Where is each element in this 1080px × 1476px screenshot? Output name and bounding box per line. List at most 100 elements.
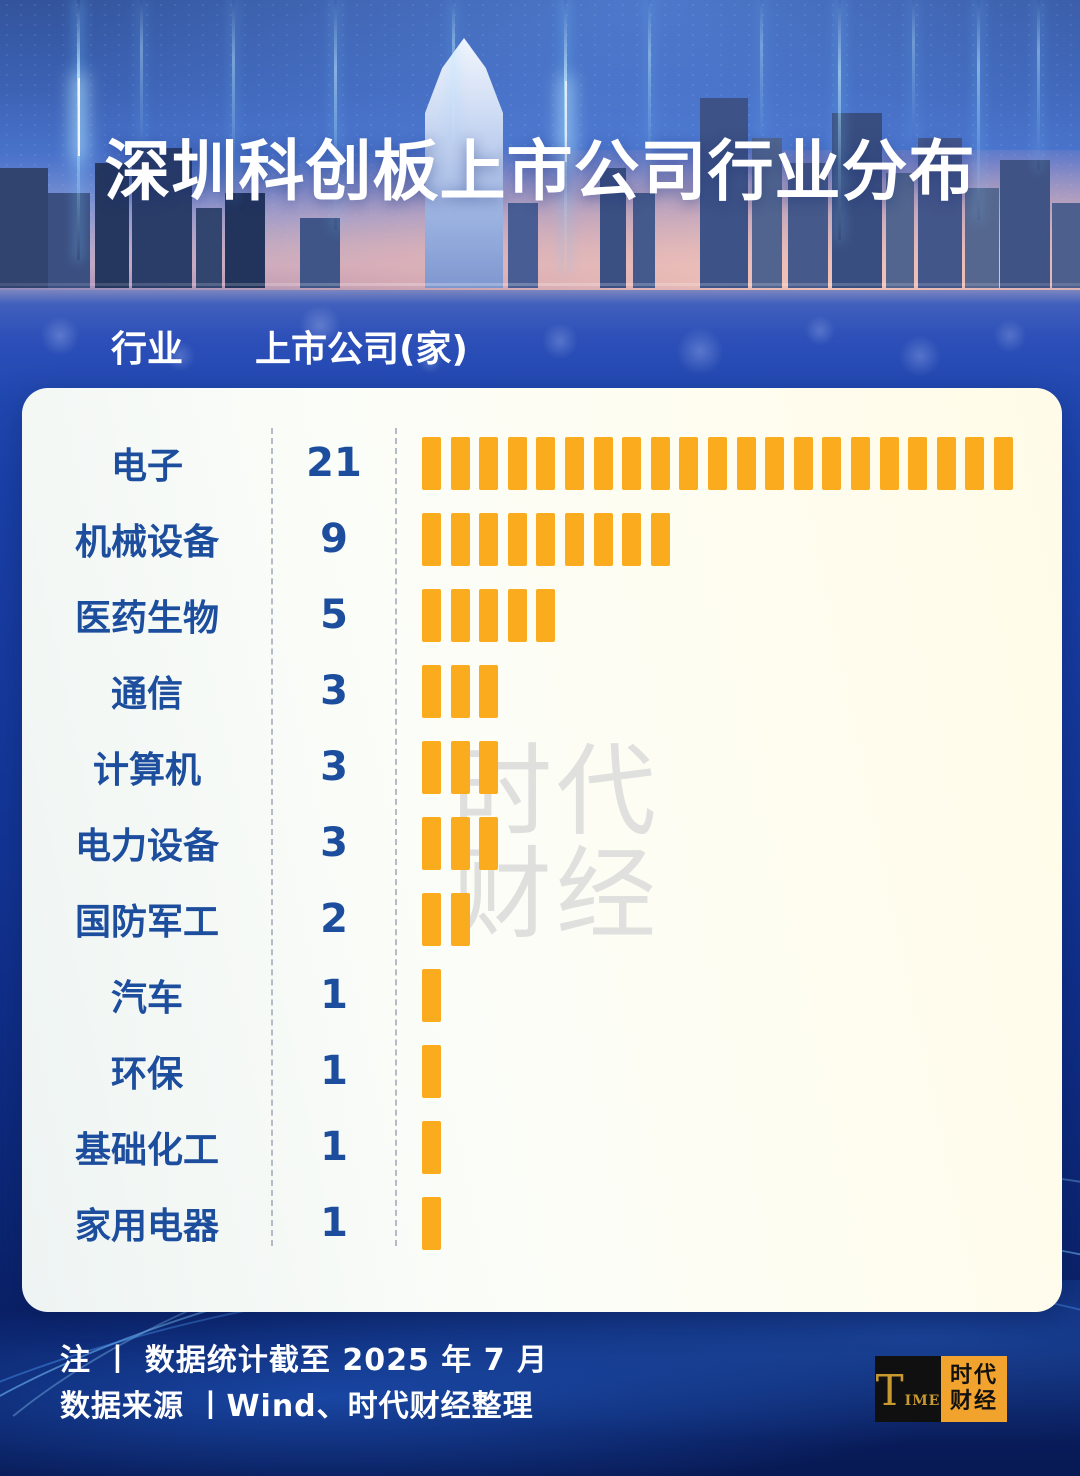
bar-segment: [965, 436, 985, 490]
bar-segment: [479, 816, 499, 870]
building: [752, 138, 782, 288]
bar-segment: [507, 436, 527, 490]
bar-segment: [422, 1196, 441, 1250]
light-beam: [977, 0, 980, 220]
city-skyline: [0, 0, 1080, 288]
industry-row: 电子 21: [22, 425, 1062, 501]
industry-column-header: 行业: [110, 329, 183, 370]
bar-segments: [422, 968, 441, 1022]
logo-time-text: TIME: [875, 1366, 941, 1415]
column-divider-dashed: [271, 428, 273, 1246]
light-beam: [77, 0, 80, 260]
bar-segment: [650, 436, 670, 490]
page-title: 深圳科创板上市公司行业分布: [104, 133, 976, 210]
building: [918, 138, 962, 288]
industry-label: 电子: [110, 446, 183, 487]
light-beam: [232, 0, 235, 200]
building: [300, 218, 340, 288]
bar-segments: [422, 588, 556, 642]
building: [633, 193, 655, 288]
company-count: 9: [320, 516, 348, 562]
industry-label: 机械设备: [74, 522, 219, 563]
bar-segment: [479, 436, 499, 490]
light-beam: [838, 0, 841, 240]
bar-segment: [536, 436, 556, 490]
light-beam: [912, 0, 915, 140]
bar-segments: [422, 512, 670, 566]
bar-segments: [422, 816, 499, 870]
data-source: 数据来源 丨Wind、时代财经整理: [60, 1389, 534, 1424]
bar-segment: [479, 588, 499, 642]
building: [508, 203, 538, 288]
bar-segments: [422, 740, 499, 794]
time-finance-logo: TIME 时代 财经: [875, 1356, 1007, 1422]
company-count: 1: [320, 1200, 348, 1246]
bar-segment: [707, 436, 727, 490]
industry-label: 家用电器: [74, 1206, 219, 1247]
light-beam: [140, 0, 143, 160]
bar-segments: [422, 436, 1013, 490]
industry-label: 国防军工: [74, 902, 219, 943]
bar-segment: [450, 588, 470, 642]
bar-segments: [422, 1120, 441, 1174]
industry-label: 电力设备: [74, 826, 219, 867]
landmark-tower: [425, 38, 503, 288]
bar-segment: [850, 436, 870, 490]
bar-segment: [536, 588, 556, 642]
building: [600, 168, 626, 288]
light-beam: [760, 0, 763, 150]
industry-row: 国防军工 2: [22, 881, 1062, 957]
industry-row: 医药生物 5: [22, 577, 1062, 653]
building: [788, 163, 828, 288]
bar-segment: [993, 436, 1013, 490]
companies-column-header: 上市公司(家): [255, 329, 468, 370]
building: [700, 98, 748, 288]
company-count: 3: [320, 668, 348, 714]
company-count: 3: [320, 744, 348, 790]
logo-cn-line2: 财经: [949, 1389, 998, 1414]
company-count: 21: [306, 440, 362, 486]
bar-segment: [422, 664, 441, 718]
bar-segment: [593, 512, 613, 566]
industry-label: 通信: [110, 674, 183, 715]
footer-notes: 注 丨 数据统计截至 2025 年 7 月 数据来源 丨Wind、时代财经整理: [60, 1338, 548, 1430]
bar-segment: [564, 436, 584, 490]
light-beam: [564, 0, 567, 270]
bar-segment: [450, 436, 470, 490]
building: [886, 173, 914, 288]
bar-segment: [450, 816, 470, 870]
bar-segment: [593, 436, 613, 490]
column-headers: 行业 上市公司(家): [22, 320, 1062, 370]
building: [1000, 160, 1050, 288]
industry-label: 环保: [110, 1054, 183, 1095]
bar-segment: [564, 512, 584, 566]
bar-segment: [422, 1120, 441, 1174]
company-count: 5: [320, 592, 348, 638]
industry-label: 汽车: [110, 978, 183, 1019]
bar-segment: [422, 436, 441, 490]
bar-segment: [422, 512, 441, 566]
building: [196, 208, 222, 288]
logo-time-block: TIME: [875, 1356, 941, 1422]
light-beam: [452, 0, 455, 140]
industry-label: 计算机: [92, 750, 201, 791]
bar-segment: [479, 664, 499, 718]
bar-segment: [879, 436, 899, 490]
industry-row: 家用电器 1: [22, 1185, 1062, 1261]
bar-segment: [422, 968, 441, 1022]
bar-segment: [622, 512, 642, 566]
industry-row: 通信 3: [22, 653, 1062, 729]
building: [132, 148, 192, 288]
light-beam: [648, 0, 651, 180]
building: [965, 188, 999, 288]
bar-segment: [793, 436, 813, 490]
industry-row: 机械设备 9: [22, 501, 1062, 577]
bar-segment: [822, 436, 842, 490]
water-bokeh: [0, 286, 1080, 396]
company-count: 3: [320, 820, 348, 866]
chart-card: 时代 财经 电子 21 机械设备 9 医药生物 5 通信 3 计算机 3 电力设备 3 国防军工 2 汽车 1…: [22, 388, 1062, 1312]
bar-segment: [450, 892, 470, 946]
industry-row: 计算机 3: [22, 729, 1062, 805]
bar-segment: [507, 588, 527, 642]
bar-segment: [422, 1044, 441, 1098]
